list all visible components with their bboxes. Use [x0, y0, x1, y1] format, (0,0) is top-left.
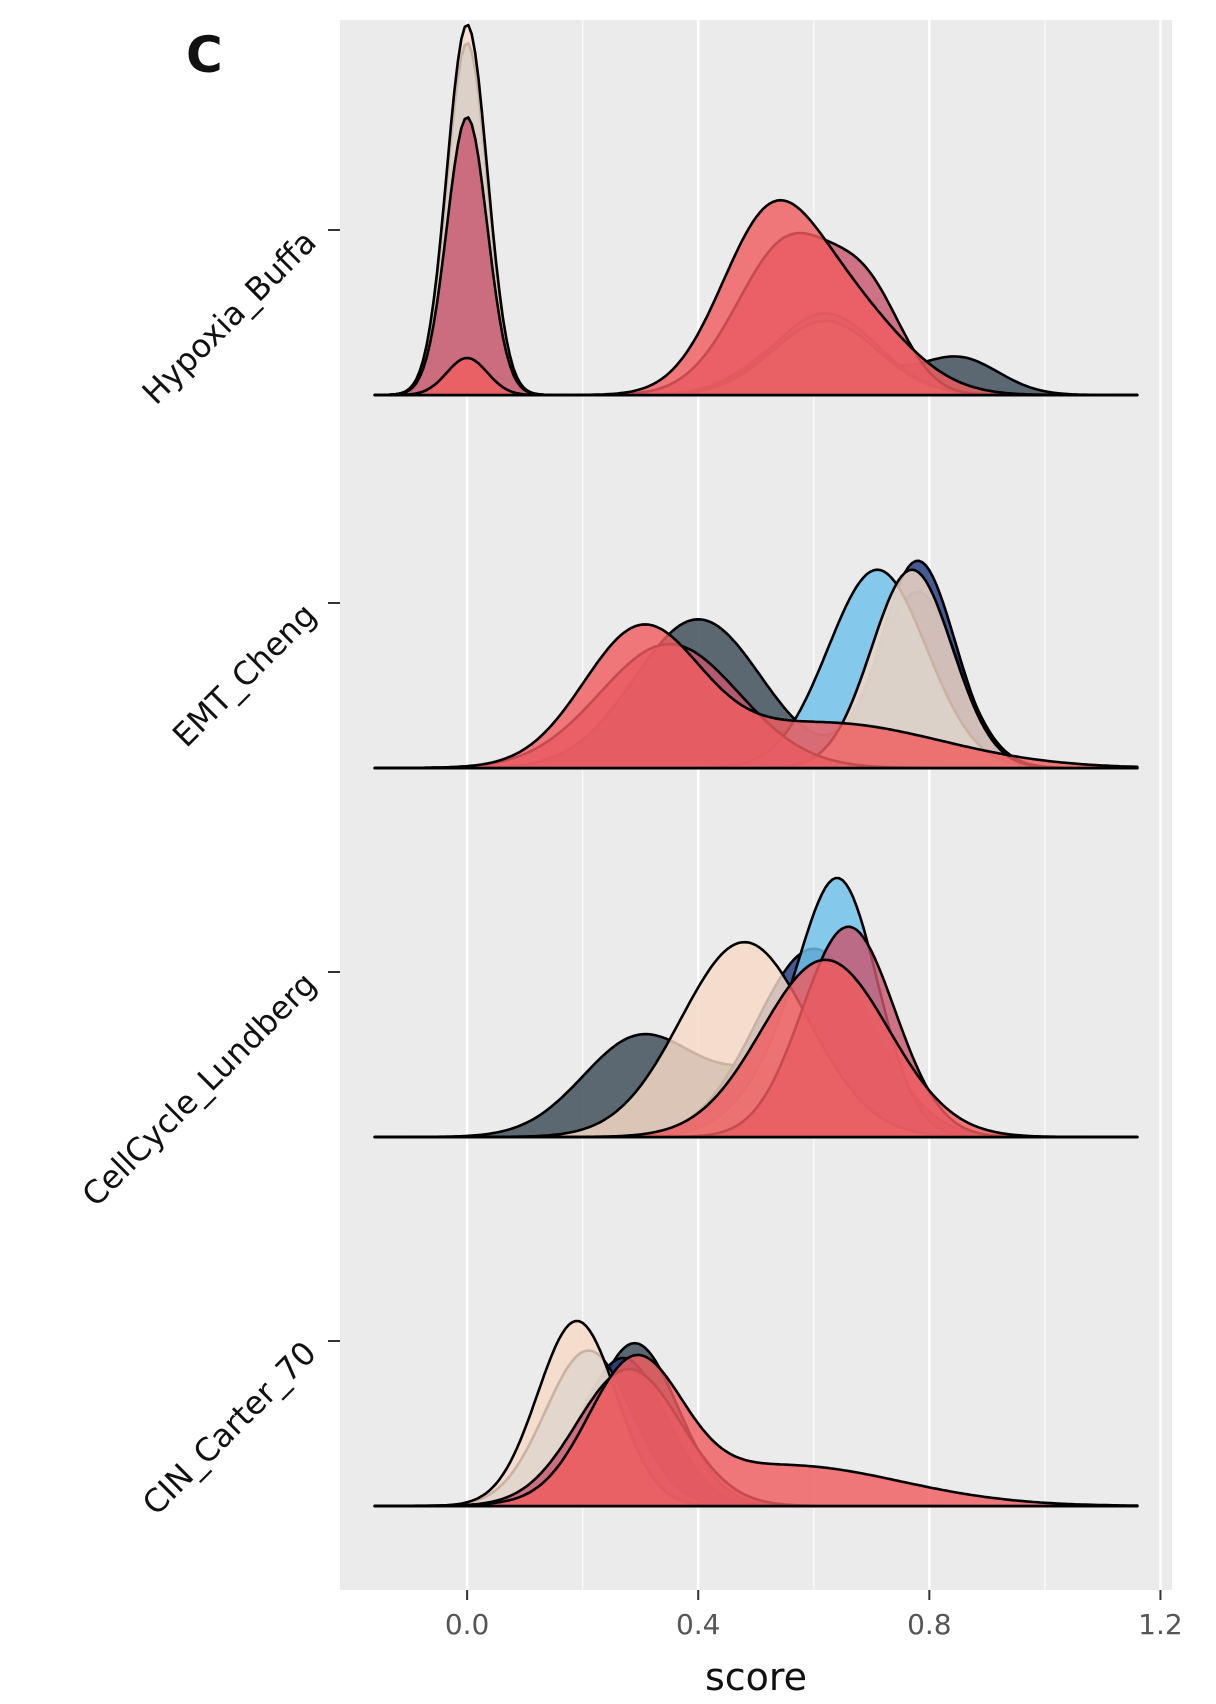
- x-tick-label: 0.8: [907, 1608, 952, 1641]
- y-tick-label: CellCycle_Lundberg: [75, 965, 324, 1214]
- y-axis: Hypoxia_Buffa EMT_Cheng CellCycle_Lundberg…: [75, 223, 340, 1523]
- x-tick-label: 0.0: [445, 1608, 490, 1641]
- x-tick-label: 1.2: [1138, 1608, 1183, 1641]
- density-curve-red: [373, 623, 1139, 770]
- ridge-CIN_Carter_70: [373, 1319, 1139, 1508]
- ridge-EMT_Cheng: [373, 559, 1139, 770]
- x-axis-title: score: [705, 1655, 807, 1699]
- y-tick-label: Hypoxia_Buffa: [135, 223, 324, 412]
- x-tick-label: 0.4: [676, 1608, 721, 1641]
- density-ridges: [373, 23, 1139, 1508]
- ridge-CellCycle_Lundberg: [373, 876, 1139, 1139]
- ridge-Hypoxia_Buffa: [373, 23, 1139, 397]
- y-tick-label: EMT_Cheng: [165, 596, 324, 755]
- panel-label: C: [186, 26, 223, 84]
- density-curve-red: [373, 958, 1139, 1139]
- density-curve-red: [373, 198, 1139, 397]
- y-tick-label: CIN_Carter_70: [135, 1334, 324, 1523]
- x-axis: 0.0 0.4 0.8 1.2: [445, 1590, 1183, 1641]
- density-curve-red: [373, 1353, 1139, 1508]
